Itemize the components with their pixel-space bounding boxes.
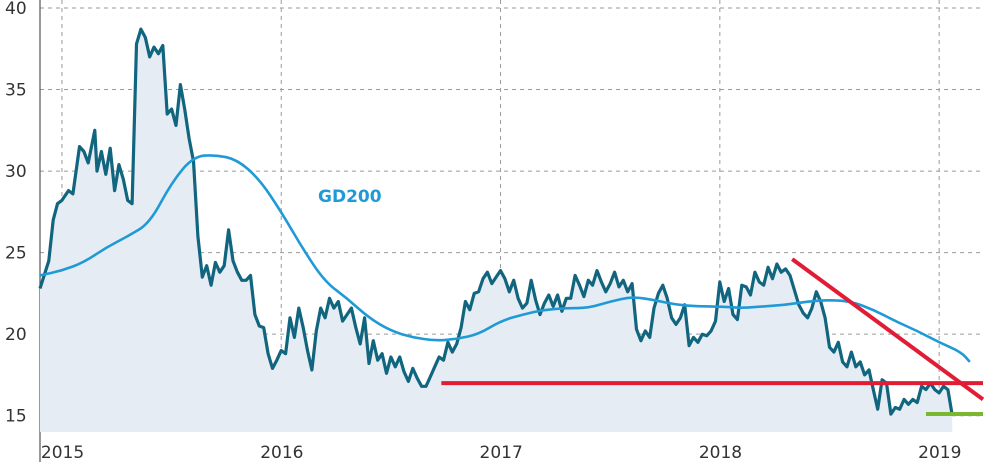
series-line-gd200 <box>39 154 971 363</box>
series-label-gd200: GD200 <box>318 187 382 207</box>
x-tick-label: 2018 <box>699 443 742 463</box>
y-tick-label: 30 <box>5 162 27 182</box>
x-tick-label: 2016 <box>260 443 303 463</box>
trend-lines <box>441 257 985 417</box>
series-lines <box>38 27 971 416</box>
x-tick-label: 2019 <box>918 443 961 463</box>
x-tick-label: 2015 <box>41 443 84 463</box>
trend-line-red <box>791 257 985 401</box>
y-tick-label: 35 <box>5 81 27 101</box>
price-area <box>40 29 953 432</box>
y-tick-label: 15 <box>5 407 27 427</box>
y-tick-label: 40 <box>5 0 27 19</box>
x-tick-label: 2017 <box>480 443 523 463</box>
y-tick-label: 25 <box>5 244 27 264</box>
series-line-price <box>38 27 954 416</box>
price-area-fill <box>40 29 953 432</box>
y-tick-label: 20 <box>5 325 27 345</box>
axis-ticks: 15 20 25 30 35 40 2015 2016 2017 2018 2019 <box>5 0 961 463</box>
